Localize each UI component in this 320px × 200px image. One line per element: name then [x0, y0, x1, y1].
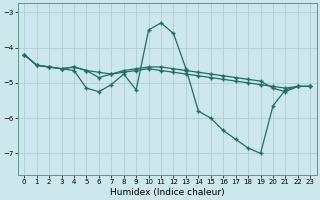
X-axis label: Humidex (Indice chaleur): Humidex (Indice chaleur): [110, 188, 225, 197]
